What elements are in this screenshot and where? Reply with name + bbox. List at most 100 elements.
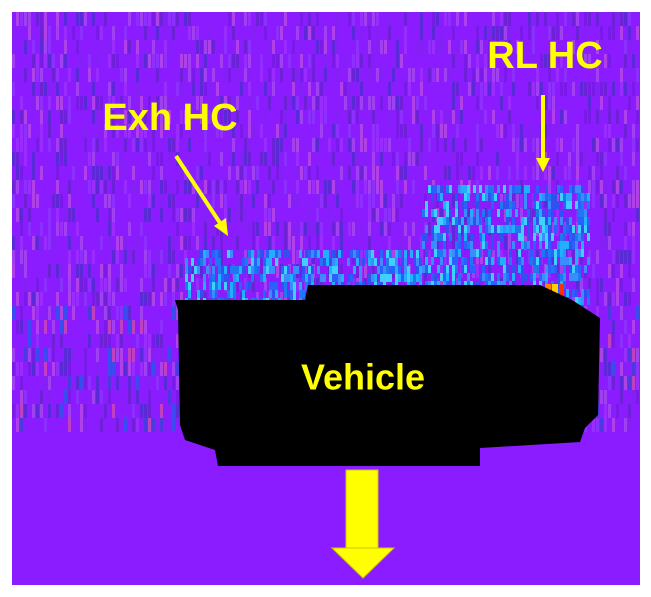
noise-stripe [244,68,247,82]
noise-stripe [364,264,367,278]
noise-stripe [108,54,111,68]
noise-stripe [424,166,427,180]
plume-stripe [371,258,374,266]
noise-stripe [632,320,635,334]
noise-stripe [448,68,451,82]
noise-stripe [116,418,119,432]
plume-stripe [539,201,542,209]
noise-stripe [436,12,439,26]
noise-stripe [24,68,27,82]
plume-stripe [503,201,506,209]
plume-stripe [230,282,233,290]
noise-stripe [168,278,171,292]
noise-stripe [336,180,339,194]
noise-stripe [356,264,359,278]
noise-stripe [188,26,191,40]
noise-stripe [104,12,107,26]
plume-stripe [539,217,542,225]
noise-stripe [160,208,163,222]
noise-stripe [48,236,51,250]
plume-stripe [569,265,572,273]
plume-stripe [464,233,467,241]
noise-stripe [32,404,35,418]
noise-stripe [84,138,87,152]
plume-stripe [440,193,443,201]
noise-stripe [192,222,195,236]
plume-stripe [449,209,452,217]
noise-stripe [20,376,23,390]
noise-stripe [48,208,51,222]
plume-stripe [554,217,557,225]
noise-stripe [312,54,315,68]
plume-stripe [458,249,461,257]
exh-hc-label: Exh HC [102,97,237,139]
noise-stripe [148,292,151,306]
noise-stripe [108,306,111,320]
plume-stripe [578,185,581,193]
noise-stripe [288,194,291,208]
noise-stripe [356,180,359,194]
noise-stripe [128,194,131,208]
noise-stripe [196,54,199,68]
noise-stripe [576,138,579,152]
plume-stripe [209,290,212,298]
noise-stripe [108,292,111,306]
plume-stripe [401,274,404,282]
noise-stripe [320,222,323,236]
plume-stripe [527,225,530,233]
noise-stripe [128,250,131,264]
noise-stripe [152,194,155,208]
noise-stripe [340,236,343,250]
noise-stripe [276,264,279,278]
plume-stripe [518,233,521,241]
noise-stripe [352,26,355,40]
noise-stripe [152,334,155,348]
noise-stripe [36,362,39,376]
noise-stripe [56,138,59,152]
noise-stripe [628,68,631,82]
plume-stripe [380,274,383,282]
noise-stripe [388,222,391,236]
noise-stripe [36,404,39,418]
noise-stripe [376,40,379,54]
plume-stripe [239,266,242,274]
noise-stripe [124,362,127,376]
noise-stripe [48,110,51,124]
noise-stripe [412,180,415,194]
noise-stripe [308,208,311,222]
noise-stripe [16,12,19,26]
plume-stripe [545,225,548,233]
noise-stripe [244,12,247,26]
noise-stripe [132,180,135,194]
noise-stripe [336,110,339,124]
plume-stripe [422,241,425,249]
noise-stripe [500,96,503,110]
plume-stripe [458,217,461,225]
noise-stripe [68,68,71,82]
noise-stripe [296,194,299,208]
plume-stripe [389,258,392,266]
plume-stripe [506,225,509,233]
noise-stripe [468,82,471,96]
noise-stripe [396,110,399,124]
plume-stripe [356,258,359,266]
noise-stripe [472,82,475,96]
noise-stripe [240,208,243,222]
noise-stripe [480,110,483,124]
noise-stripe [172,194,175,208]
noise-stripe [236,236,239,250]
noise-stripe [616,110,619,124]
noise-stripe [364,166,367,180]
plume-stripe [488,217,491,225]
noise-stripe [316,180,319,194]
plume-stripe [467,185,470,193]
plume-stripe [386,274,389,282]
plume-stripe [476,193,479,201]
noise-stripe [160,292,163,306]
noise-stripe [76,390,79,404]
noise-stripe [88,54,91,68]
plume-stripe [518,225,521,233]
noise-stripe [636,110,639,124]
plume-stripe [458,185,461,193]
plume-stripe [329,258,332,266]
